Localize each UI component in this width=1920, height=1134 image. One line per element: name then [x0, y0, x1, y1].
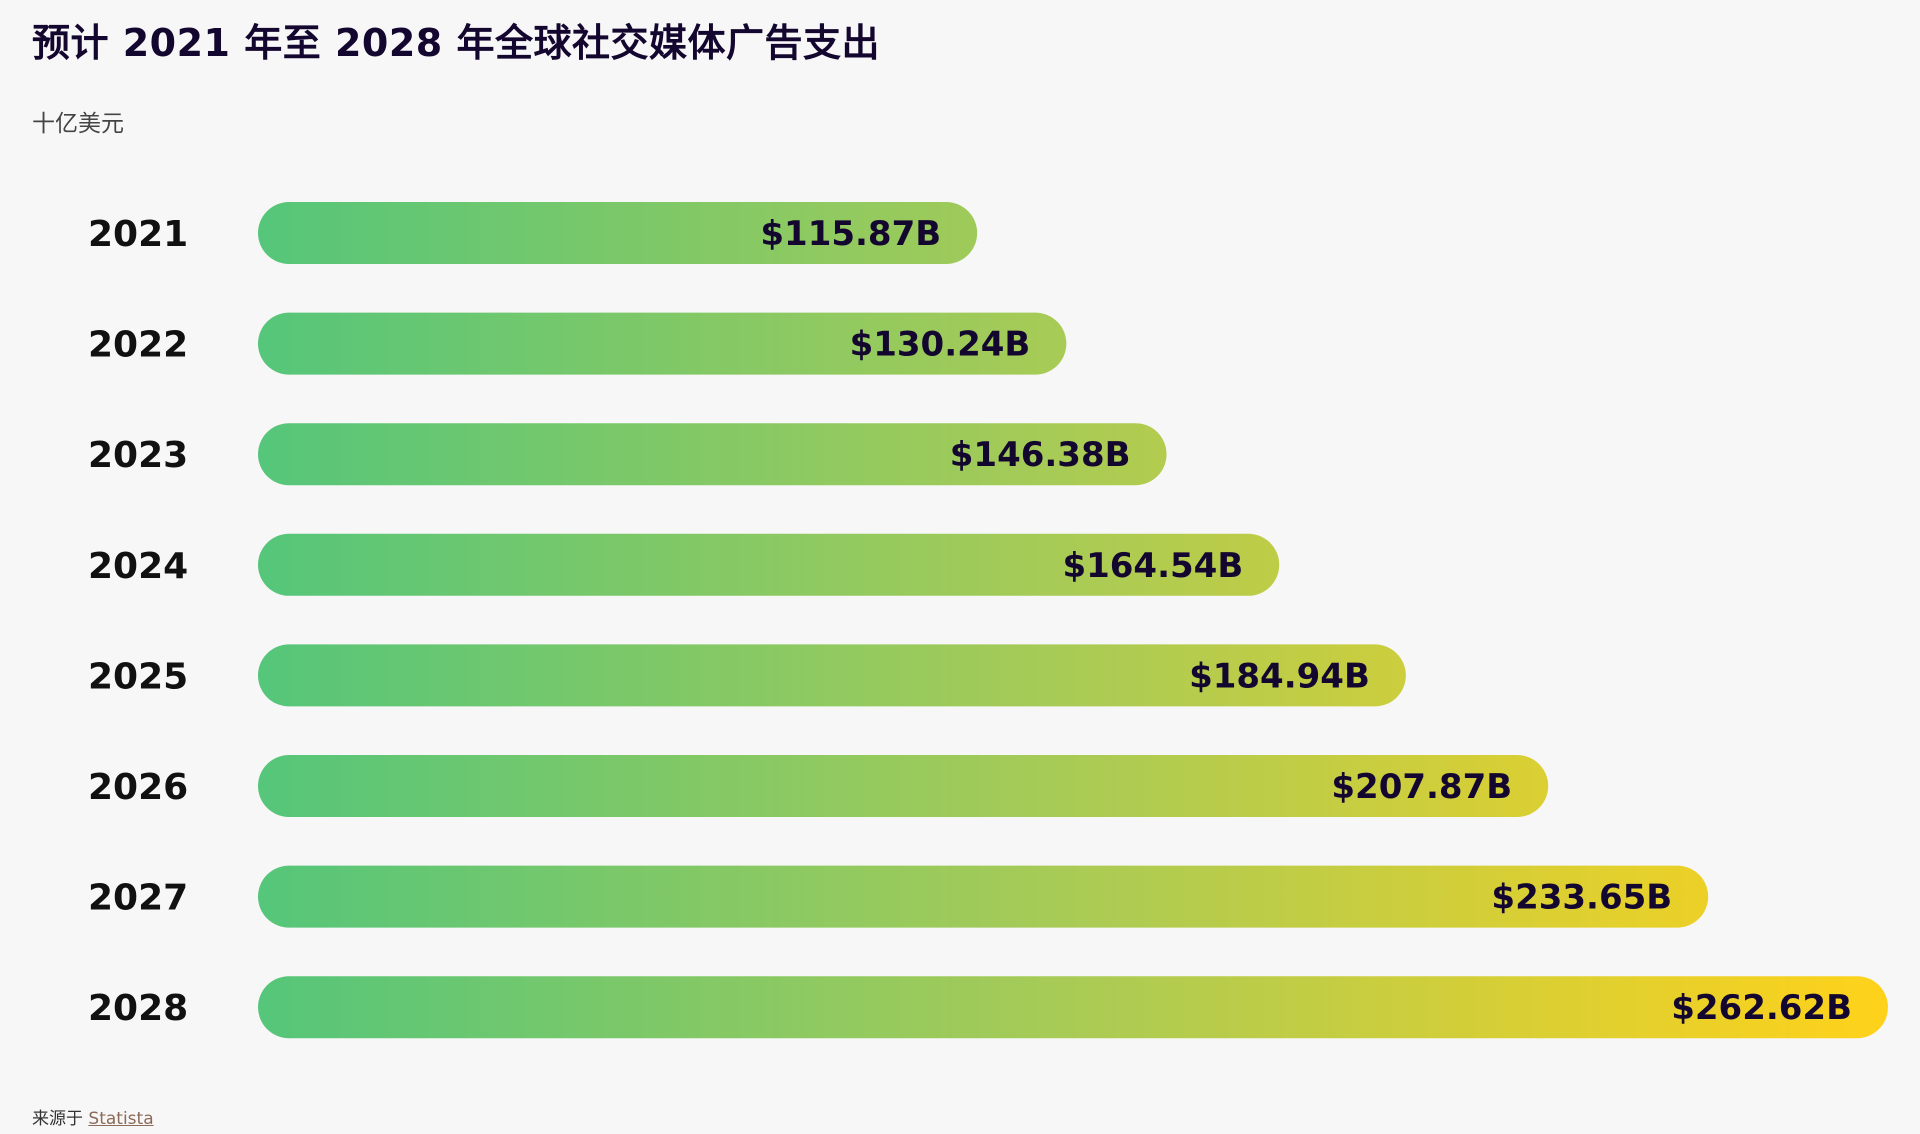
category-label-2021: 2021	[88, 214, 188, 255]
value-label-2022: $130.24B	[850, 325, 1031, 365]
source-note: 来源于 Statista	[32, 1104, 154, 1129]
bars-group: 2021 $115.87B 2022 $130.24B 2023 $146.38B 2024…	[88, 202, 1888, 1039]
bar-2025	[258, 644, 1406, 707]
value-label-2025: $184.94B	[1189, 656, 1370, 696]
bar-2022	[258, 312, 1067, 375]
value-label-2028: $262.62B	[1671, 988, 1852, 1028]
value-label-2027: $233.65B	[1491, 878, 1672, 918]
category-label-2022: 2022	[88, 325, 188, 366]
value-label-2021: $115.87B	[760, 214, 941, 254]
value-label-2023: $146.38B	[950, 435, 1131, 475]
bar-2023	[258, 423, 1167, 486]
value-label-2024: $164.54B	[1062, 546, 1243, 586]
bar-2026	[258, 755, 1549, 817]
bar-2027	[258, 865, 1709, 928]
unit-label: 十亿美元	[32, 111, 124, 137]
category-label-2028: 2028	[88, 988, 188, 1029]
category-label-2025: 2025	[88, 656, 188, 697]
source-link[interactable]: Statista	[88, 1109, 154, 1129]
category-label-2027: 2027	[88, 878, 188, 919]
bar-2024	[258, 533, 1280, 596]
category-label-2024: 2024	[88, 546, 188, 587]
category-label-2023: 2023	[88, 435, 188, 476]
chart-title: 预计 2021 年至 2028 年全球社交媒体广告支出	[32, 21, 880, 65]
bar-2028	[258, 976, 1888, 1039]
source-prefix: 来源于	[32, 1109, 83, 1129]
value-label-2026: $207.87B	[1331, 767, 1512, 807]
bar-2021	[258, 202, 978, 264]
category-label-2026: 2026	[88, 767, 188, 808]
